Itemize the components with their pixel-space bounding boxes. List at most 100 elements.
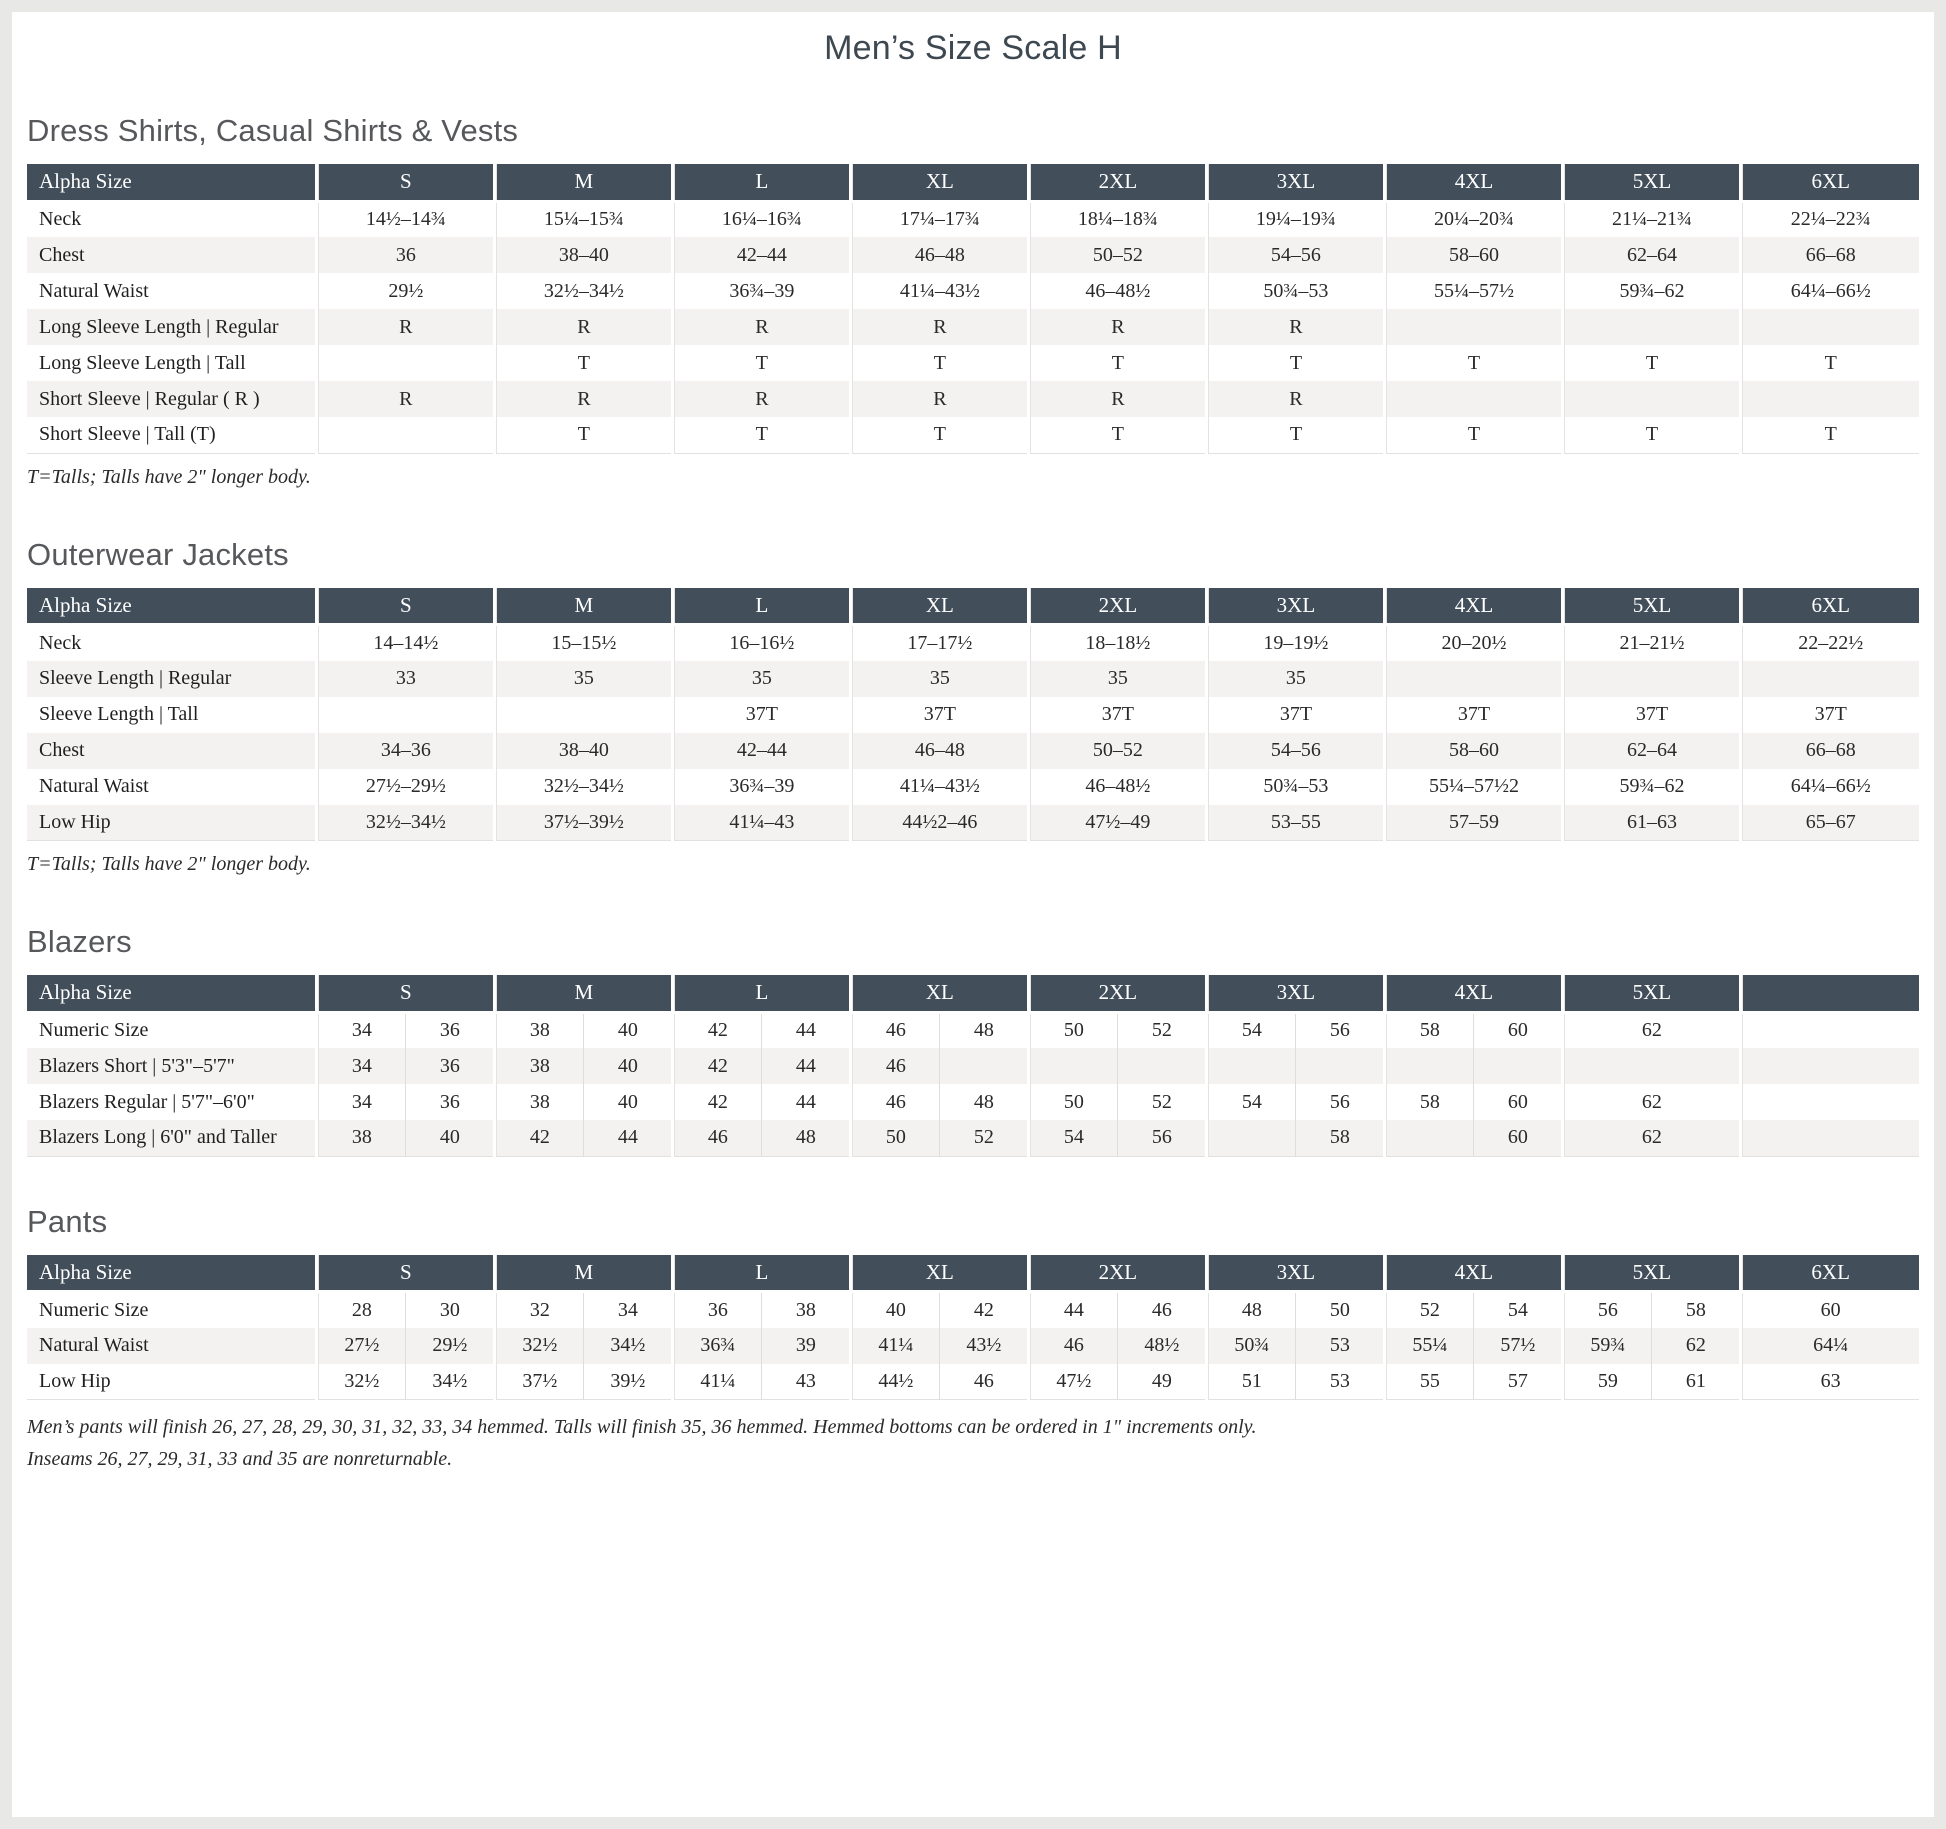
size-value: 46	[671, 1120, 762, 1156]
section-blazers: Blazers Alpha Size S M L XL 2XL 3XL 4XL 5XL Numeri…	[27, 923, 1919, 1157]
table-row: Blazers Regular | 5'7"–6'0" 34 36 38 40 42 44 4…	[27, 1084, 1919, 1120]
size-value: 22¼–22¾	[1739, 201, 1919, 237]
size-value: 59¾	[1561, 1327, 1652, 1364]
size-value: 22–22½	[1739, 624, 1919, 661]
size-value: 21¼–21¾	[1561, 201, 1741, 237]
size-value: 47½–49	[1027, 804, 1207, 841]
size-value: 36	[405, 1084, 495, 1120]
size-value: R	[1205, 381, 1385, 417]
table-row: Natural Waist 27½–29½ 32½–34½ 36¾–39 41¼–43½…	[27, 768, 1919, 805]
size-value: 55	[1383, 1363, 1474, 1400]
size-value: 66–68	[1739, 732, 1919, 769]
column-header	[1739, 975, 1919, 1014]
size-value: 46–48	[849, 237, 1029, 273]
row-label: Low Hip	[39, 810, 111, 833]
size-value: 27½–29½	[315, 768, 495, 805]
size-value: 44	[761, 1012, 851, 1048]
section-outerwear-jackets: Outerwear Jackets Alpha Size S M L XL 2XL 3XL 4X…	[27, 536, 1919, 878]
size-value: 50¾	[1205, 1327, 1296, 1364]
column-header: XL	[849, 975, 1029, 1014]
size-value: 42–44	[671, 237, 851, 273]
size-value: 37T	[1561, 696, 1741, 733]
row-label: Numeric Size	[39, 1298, 149, 1321]
size-value: 64¼–66½	[1739, 273, 1919, 309]
size-value	[1739, 1048, 1919, 1084]
column-header: L	[671, 587, 851, 626]
size-value: 56	[1295, 1084, 1385, 1120]
size-table-blazers: Alpha Size S M L XL 2XL 3XL 4XL 5XL Numeric Size 3…	[27, 975, 1919, 1157]
size-value: 36	[405, 1012, 495, 1048]
column-header: 2XL	[1027, 587, 1207, 626]
column-header: 2XL	[1027, 164, 1207, 203]
size-value: 52	[1117, 1084, 1207, 1120]
size-value: 32	[493, 1291, 584, 1328]
size-value: T	[849, 417, 1029, 453]
size-value: 39	[761, 1327, 851, 1364]
table-body: Neck 14½–14¾ 15¼–15¾ 16¼–16¾ 17¼–17¾ 18¼–18¾ 1…	[27, 201, 1919, 453]
size-value: 36¾	[671, 1327, 762, 1364]
size-value: 41¼–43	[671, 804, 851, 841]
table-row: Short Sleeve | Regular ( R ) R R R R R R	[27, 381, 1919, 417]
size-value: 49	[1117, 1363, 1207, 1400]
size-value	[1739, 309, 1919, 345]
size-value: 38–40	[493, 237, 673, 273]
column-header: M	[493, 1254, 673, 1293]
size-value	[493, 696, 673, 733]
column-header: 2XL	[1027, 975, 1207, 1014]
size-value: T	[493, 417, 673, 453]
size-value: 62	[1651, 1327, 1741, 1364]
size-value: 32½–34½	[493, 768, 673, 805]
label-column-header: Alpha Size	[27, 587, 317, 626]
size-value: 41¼–43½	[849, 768, 1029, 805]
size-value: T	[1739, 345, 1919, 381]
row-label: Chest	[39, 739, 85, 761]
column-header: L	[671, 975, 851, 1014]
size-value: 38	[315, 1120, 406, 1156]
size-value: 63	[1739, 1363, 1919, 1400]
row-label: Natural Waist	[39, 279, 149, 302]
size-value: 15¼–15¾	[493, 201, 673, 237]
size-table-dress-shirts: Alpha Size S M L XL 2XL 3XL 4XL 5XL 6XL Neck 14½–14…	[27, 164, 1919, 454]
size-value: 64¼	[1739, 1327, 1919, 1364]
size-value: 42	[671, 1084, 762, 1120]
table-row: Low Hip 32½–34½ 37½–39½ 41¼–43 44½2–46 47½–49…	[27, 804, 1919, 841]
table-row: Low Hip 32½ 34½ 37½ 39½ 41¼ 43 44½ 46 47½ 49 51 53 55…	[27, 1363, 1919, 1400]
size-value: 46–48½	[1027, 273, 1207, 309]
table-body: Numeric Size 34 36 38 40 42 44 46 48 50 52 54 56 58 60…	[27, 1012, 1919, 1156]
size-value: 60	[1473, 1120, 1563, 1156]
size-value: 46	[1027, 1327, 1118, 1364]
row-label: Sleeve Length | Regular	[39, 667, 232, 689]
column-header: XL	[849, 164, 1029, 203]
size-value: 50	[849, 1120, 940, 1156]
footnotes-dress-shirts: T=Talls; Talls have 2" longer body.	[27, 464, 1919, 490]
label-column-header: Alpha Size	[27, 164, 317, 203]
row-label: Short Sleeve | Tall (T)	[39, 423, 216, 446]
column-header: 6XL	[1739, 587, 1919, 626]
size-value	[1383, 1048, 1474, 1084]
column-header: 5XL	[1561, 1254, 1741, 1293]
size-value: 46	[849, 1084, 940, 1120]
table-body: Neck 14–14½ 15–15½ 16–16½ 17–17½ 18–18½ 19–19½…	[27, 624, 1919, 841]
size-value: 27½	[315, 1327, 406, 1364]
size-value: 34	[315, 1084, 406, 1120]
row-label: Long Sleeve Length | Tall	[39, 351, 246, 374]
size-value	[1739, 1012, 1919, 1048]
size-value: 61	[1651, 1363, 1741, 1400]
column-header: L	[671, 164, 851, 203]
size-value	[1473, 1048, 1563, 1084]
size-value: 64¼–66½	[1739, 768, 1919, 805]
size-value: 21–21½	[1561, 624, 1741, 661]
size-value: R	[315, 381, 495, 417]
size-value: R	[671, 381, 851, 417]
footnotes-pants: Men’s pants will finish 26, 27, 28, 29, …	[27, 1412, 1919, 1474]
size-value: 59	[1561, 1363, 1652, 1400]
size-value: 46	[849, 1012, 940, 1048]
size-value	[1561, 1048, 1741, 1084]
size-value: 52	[1117, 1012, 1207, 1048]
column-header: S	[315, 164, 495, 203]
size-value: 44	[761, 1084, 851, 1120]
table-head: Alpha Size S M L XL 2XL 3XL 4XL 5XL 6XL	[27, 164, 1919, 203]
size-value: 41¼–43½	[849, 273, 1029, 309]
size-value: 16–16½	[671, 624, 851, 661]
size-value: 17¼–17¾	[849, 201, 1029, 237]
